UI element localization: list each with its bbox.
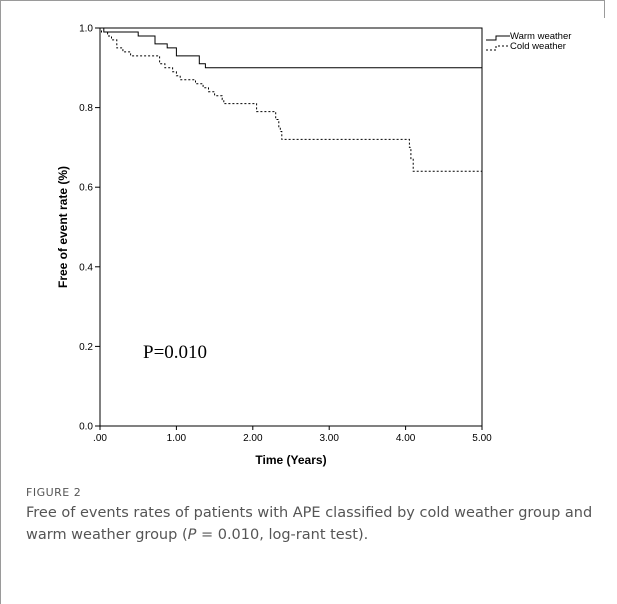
y-tick-label: 1.0 [79,24,93,35]
series-line-warm-weather [100,27,482,69]
figure-frame-left-border [0,0,1,604]
y-tick-label: 0.8 [79,103,93,114]
plot-area-frame [99,27,483,427]
x-tick-label: 4.00 [396,433,416,444]
x-axis-title: Time (Years) [255,453,326,467]
x-tick-label: 5.00 [472,433,492,444]
figure-caption: Free of events rates of patients with AP… [26,502,596,546]
legend-label: Cold weather [510,41,566,52]
legend-label: Warm weather [510,31,571,42]
x-tick-label: 3.00 [319,433,339,444]
figure-label: FIGURE 2 [26,486,82,499]
survival-chart: .00 1.00 2.00 3.00 4.00 5.00 0.0 0.2 0.4 0.6 0.8 1.… [56,24,571,468]
series-group [100,27,482,172]
x-tick-label: .00 [93,433,107,444]
axis-ticks: .00 1.00 2.00 3.00 4.00 5.00 0.0 0.2 0.4 0.6 0.8 1.… [79,24,492,445]
figure-frame-top-border [0,0,604,1]
legend-swatch [486,45,510,51]
figure-frame-right-border [604,0,605,18]
x-tick-label: 1.00 [167,433,187,444]
series-line-cold-weather [100,27,482,172]
caption-text-start: Free of events rates of patients with AP… [26,505,593,543]
p-value-annotation: P=0.010 [143,342,207,363]
y-tick-label: 0.2 [79,342,93,353]
y-axis-title: Free of event rate (%) [56,166,70,288]
x-tick-label: 2.00 [243,433,263,444]
caption-text-end: = 0.010, log-rant test). [196,527,369,543]
y-tick-label: 0.4 [79,262,93,273]
caption-p-italic: P [187,527,197,543]
legend-swatch [486,35,510,41]
y-tick-label: 0.0 [79,422,93,433]
y-tick-label: 0.6 [79,183,93,194]
